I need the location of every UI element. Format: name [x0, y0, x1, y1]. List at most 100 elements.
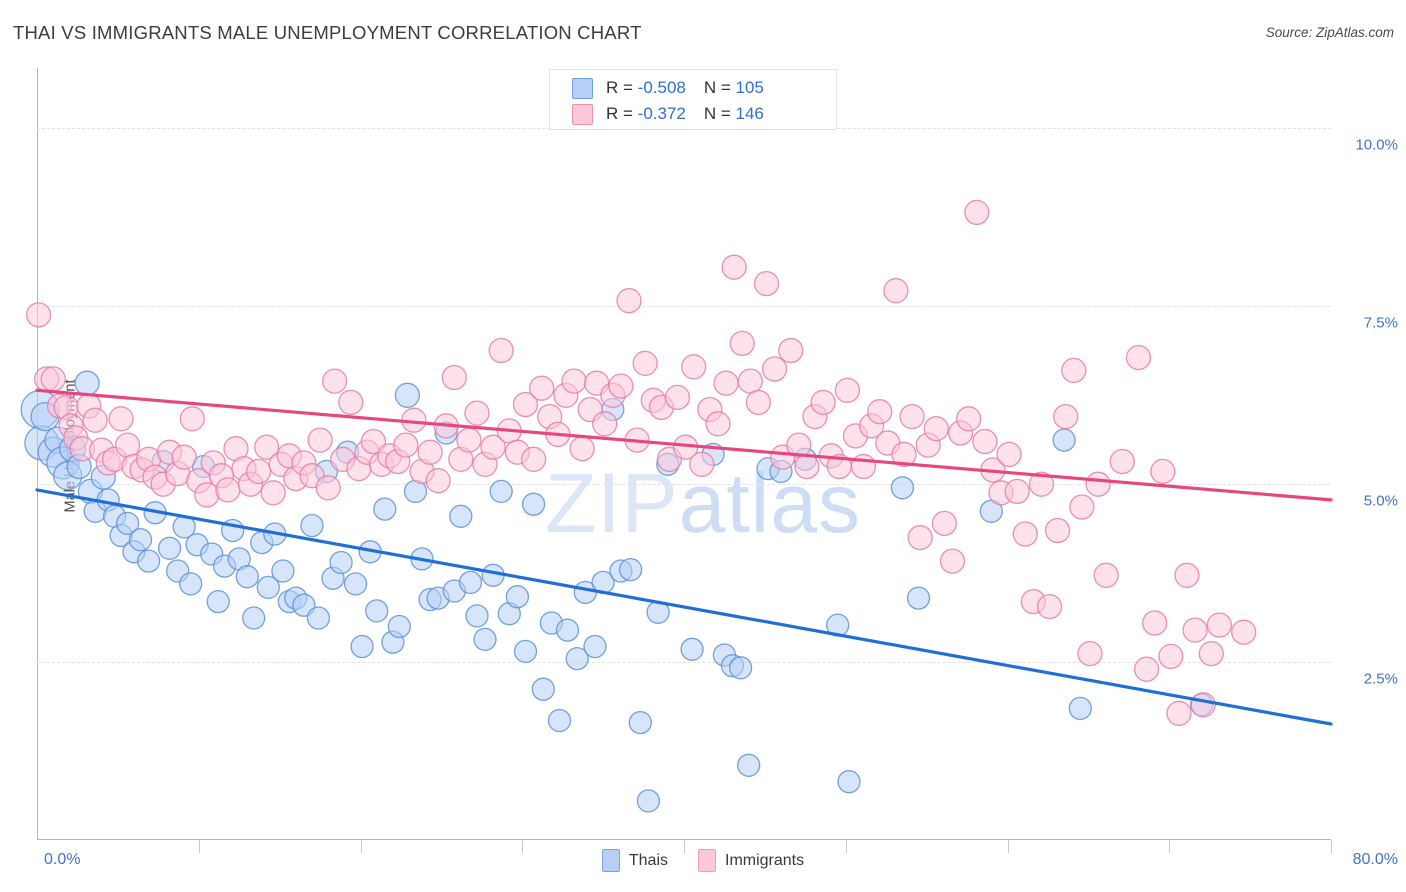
legend-label-immigrants: Immigrants [725, 851, 805, 869]
data-point [996, 441, 1022, 468]
data-point [365, 599, 389, 623]
data-point [867, 399, 893, 425]
legend-swatch-immigrants [572, 103, 593, 125]
legend-swatch-thais [572, 77, 593, 99]
data-point [114, 432, 141, 458]
data-point [1069, 494, 1095, 520]
x-axis-min-label: 0.0% [44, 851, 81, 868]
trendline-immigrants [35, 388, 1333, 502]
data-point [608, 373, 634, 399]
data-point [242, 606, 266, 630]
data-point [931, 510, 958, 537]
data-point [923, 416, 949, 442]
data-point [705, 411, 731, 437]
data-point [529, 375, 555, 401]
data-point [737, 753, 761, 777]
data-point [465, 604, 489, 628]
data-point [1198, 640, 1224, 667]
data-point [360, 428, 387, 455]
data-point [1068, 696, 1092, 721]
data-point [636, 789, 661, 813]
data-point [721, 254, 747, 280]
plot-area [20, 68, 1333, 853]
legend-row-immigrants[interactable]: R = -0.372 N = 146 [550, 101, 836, 127]
data-point [689, 451, 715, 477]
scatter-layer [20, 199, 1333, 813]
data-point [512, 391, 539, 418]
legend-r-thais: R = -0.508 [606, 78, 686, 97]
data-point [235, 565, 259, 589]
y-axis-label: 5.0% [1363, 492, 1398, 510]
data-point [1036, 593, 1063, 620]
gridline [37, 484, 1331, 486]
x-axis-tick [522, 840, 524, 853]
data-point [1028, 471, 1055, 497]
x-axis-line [37, 839, 1331, 840]
data-point [565, 646, 589, 671]
data-point [206, 589, 230, 614]
data-point [737, 368, 763, 394]
data-point [315, 475, 341, 501]
legend-n-thais: N = 105 [703, 78, 764, 97]
data-point [171, 444, 197, 470]
data-point [489, 479, 513, 504]
data-point [1158, 643, 1184, 670]
data-point [728, 656, 753, 680]
legend-label-thais: Thais [628, 851, 668, 869]
data-point [449, 504, 473, 528]
data-point [1142, 610, 1168, 636]
legend-item-immigrants[interactable]: Immigrants [698, 849, 804, 872]
data-point [964, 199, 990, 226]
data-point [513, 639, 538, 664]
data-point [456, 427, 482, 453]
data-point [1150, 458, 1176, 485]
data-point [441, 364, 467, 391]
data-point [25, 302, 52, 328]
data-point [82, 407, 108, 433]
data-point [561, 368, 587, 394]
data-point [1061, 357, 1087, 384]
data-point [1085, 471, 1111, 497]
data-point [393, 432, 419, 458]
data-point [115, 511, 140, 536]
data-point [1012, 521, 1038, 547]
y-axis-label: 7.5% [1363, 314, 1398, 332]
data-point [338, 389, 364, 416]
data-point [939, 548, 966, 574]
data-point [321, 368, 348, 394]
data-point [569, 436, 595, 462]
data-point [520, 446, 547, 472]
data-point [681, 354, 707, 380]
data-point [890, 476, 915, 500]
data-point [1093, 562, 1119, 588]
data-point [128, 528, 153, 552]
data-point [307, 427, 333, 453]
data-point [531, 677, 555, 701]
data-point [1133, 656, 1160, 682]
series-legend: Thais Immigrants [0, 849, 1406, 872]
data-point [1053, 403, 1079, 430]
y-axis-label: 2.5% [1363, 670, 1398, 688]
data-point [778, 337, 804, 364]
legend-item-thais[interactable]: Thais [601, 849, 668, 872]
data-point [373, 497, 397, 521]
data-point [271, 559, 295, 583]
legend-color-thais [601, 849, 620, 872]
data-point [837, 770, 861, 794]
data-point [387, 614, 411, 639]
legend-row-thais[interactable]: R = -0.508 N = 105 [550, 75, 836, 101]
data-point [480, 434, 506, 460]
data-point [488, 337, 514, 364]
data-point [1190, 692, 1216, 718]
data-point [907, 524, 933, 551]
data-point [458, 570, 483, 595]
x-axis-tick [360, 840, 362, 853]
data-point [256, 575, 280, 600]
data-point [761, 356, 788, 382]
data-point [260, 480, 286, 506]
x-axis-max-label: 80.0% [1352, 851, 1398, 868]
data-point [1166, 700, 1192, 726]
series-immigrants [25, 199, 1257, 726]
data-point [583, 634, 607, 659]
